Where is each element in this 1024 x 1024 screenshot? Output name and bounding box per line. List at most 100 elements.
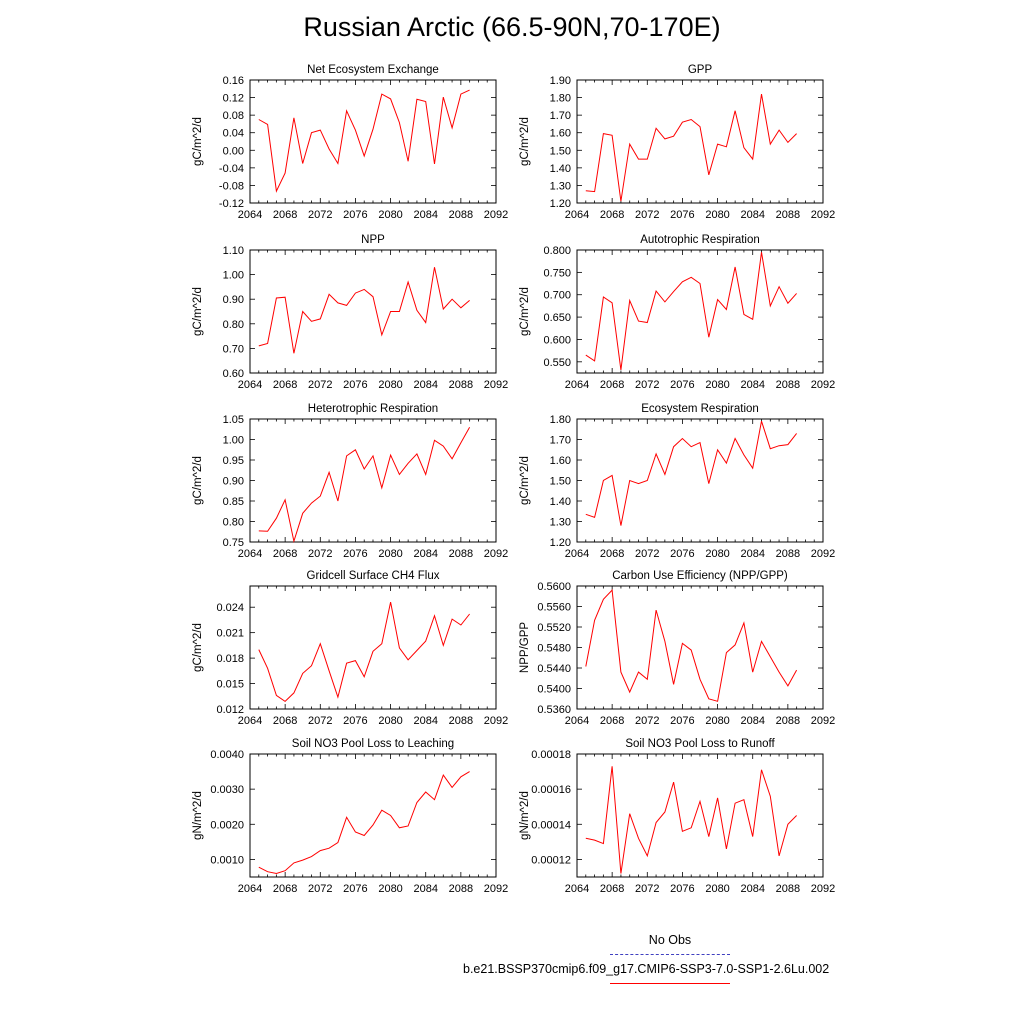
x-tick-label: 2068: [600, 548, 624, 560]
legend-obs-line: [610, 954, 730, 955]
y-tick-label: 1.20: [550, 537, 571, 549]
y-tick-label: 0.5520: [537, 622, 571, 634]
x-tick-label: 2068: [273, 379, 297, 391]
y-axis-label: gN/m^2/d: [192, 791, 204, 840]
chart-title: Carbon Use Efficiency (NPP/GPP): [612, 570, 788, 582]
plot-frame: [576, 79, 824, 204]
x-tick-label: 2088: [449, 883, 473, 895]
x-tick-label: 2064: [238, 209, 262, 221]
y-tick-label: -0.08: [219, 180, 244, 192]
x-tick-label: 2068: [600, 209, 624, 221]
y-tick-label: 0.00012: [531, 854, 571, 866]
x-tick-label: 2064: [565, 548, 589, 560]
y-tick-label: 1.70: [550, 110, 571, 122]
y-tick-label: 1.05: [223, 414, 244, 426]
x-tick-label: 2084: [740, 883, 764, 895]
y-tick-label: 0.00014: [531, 819, 571, 831]
x-tick-label: 2076: [343, 715, 367, 727]
x-tick-label: 2080: [378, 883, 402, 895]
x-tick-label: 2084: [740, 379, 764, 391]
chart-panel: Gridcell Surface CH4 Flux 2064 2068 2072 207…: [192, 570, 508, 727]
x-tick-label: 2084: [740, 209, 764, 221]
page-title: Russian Arctic (66.5-90N,70-170E): [303, 12, 721, 42]
chart-title: NPP: [361, 234, 385, 246]
y-tick-label: 0.012: [216, 704, 244, 716]
x-tick-label: 2068: [600, 715, 624, 727]
x-tick-label: 2076: [343, 548, 367, 560]
y-tick-label: 0.00016: [531, 784, 571, 796]
y-tick-label: 0.80: [223, 517, 244, 529]
y-axis-label: gN/m^2/d: [519, 791, 531, 840]
x-tick-label: 2080: [705, 379, 729, 391]
y-tick-label: 1.30: [550, 517, 571, 529]
x-tick-label: 2076: [670, 715, 694, 727]
chart-panel: Autotrophic Respiration 2064 2068 2072 2076 2…: [519, 234, 835, 391]
x-tick-label: 2076: [343, 379, 367, 391]
y-tick-label: 0.5560: [537, 602, 571, 614]
series-line: [585, 766, 797, 874]
x-tick-label: 2092: [484, 715, 508, 727]
x-tick-label: 2088: [449, 715, 473, 727]
y-tick-label: 1.80: [550, 414, 571, 426]
x-tick-label: 2080: [378, 715, 402, 727]
chart-panel: Ecosystem Respiration 2064 2068 2072 2076 208…: [519, 403, 835, 560]
y-tick-label: 1.00: [223, 270, 244, 282]
x-tick-label: 2072: [635, 715, 659, 727]
chart-title: Net Ecosystem Exchange: [307, 64, 439, 76]
x-tick-label: 2092: [484, 379, 508, 391]
x-tick-label: 2088: [776, 548, 800, 560]
series-line: [258, 771, 470, 875]
y-tick-label: 0.60: [223, 368, 244, 380]
series-line: [258, 267, 470, 354]
x-tick-label: 2084: [740, 715, 764, 727]
x-tick-label: 2072: [308, 379, 332, 391]
x-tick-label: 2092: [811, 209, 835, 221]
y-tick-label: 0.00018: [531, 749, 571, 761]
x-tick-label: 2072: [635, 209, 659, 221]
chart-panel: NPP 2064 2068 2072 2076 2080 2084 2088 2092 0.60 0…: [192, 234, 508, 391]
y-tick-label: 0.04: [223, 128, 244, 140]
x-tick-label: 2084: [413, 883, 437, 895]
x-tick-label: 2088: [776, 715, 800, 727]
y-axis-label: gC/m^2/d: [519, 287, 531, 336]
y-tick-label: 0.5400: [537, 684, 571, 696]
x-tick-label: 2088: [776, 379, 800, 391]
y-axis-label: NPP/GPP: [519, 622, 531, 673]
plot-frame: [576, 753, 824, 878]
y-tick-label: 0.85: [223, 496, 244, 508]
x-tick-label: 2064: [565, 883, 589, 895]
x-tick-label: 2064: [238, 379, 262, 391]
y-tick-label: 1.50: [550, 145, 571, 157]
x-tick-label: 2080: [705, 548, 729, 560]
x-tick-label: 2092: [484, 883, 508, 895]
chart-panel: Net Ecosystem Exchange 2064 2068 2072 2076 20…: [192, 64, 508, 221]
x-tick-label: 2064: [565, 715, 589, 727]
y-tick-label: 0.70: [223, 343, 244, 355]
y-tick-label: 1.20: [550, 198, 571, 210]
x-tick-label: 2072: [308, 715, 332, 727]
y-tick-label: 0.015: [216, 679, 244, 691]
y-tick-label: 0.90: [223, 294, 244, 306]
x-tick-label: 2076: [670, 883, 694, 895]
x-tick-label: 2092: [811, 715, 835, 727]
y-tick-label: 0.12: [223, 93, 244, 105]
y-tick-label: 0.00: [223, 145, 244, 157]
y-tick-label: 0.600: [543, 334, 571, 346]
x-tick-label: 2072: [635, 379, 659, 391]
x-tick-label: 2088: [449, 548, 473, 560]
x-tick-label: 2080: [705, 883, 729, 895]
y-axis-label: gC/m^2/d: [519, 456, 531, 505]
y-tick-label: 0.5440: [537, 663, 571, 675]
x-tick-label: 2068: [273, 209, 297, 221]
x-tick-label: 2068: [600, 379, 624, 391]
series-line: [258, 601, 470, 703]
y-tick-label: 0.90: [223, 476, 244, 488]
series-line: [585, 252, 797, 370]
y-tick-label: 1.60: [550, 455, 571, 467]
x-tick-label: 2088: [776, 883, 800, 895]
series-line: [585, 94, 797, 202]
chart-title: Soil NO3 Pool Loss to Leaching: [292, 738, 454, 750]
y-tick-label: 1.40: [550, 496, 571, 508]
y-tick-label: 0.5360: [537, 704, 571, 716]
x-tick-label: 2092: [811, 548, 835, 560]
